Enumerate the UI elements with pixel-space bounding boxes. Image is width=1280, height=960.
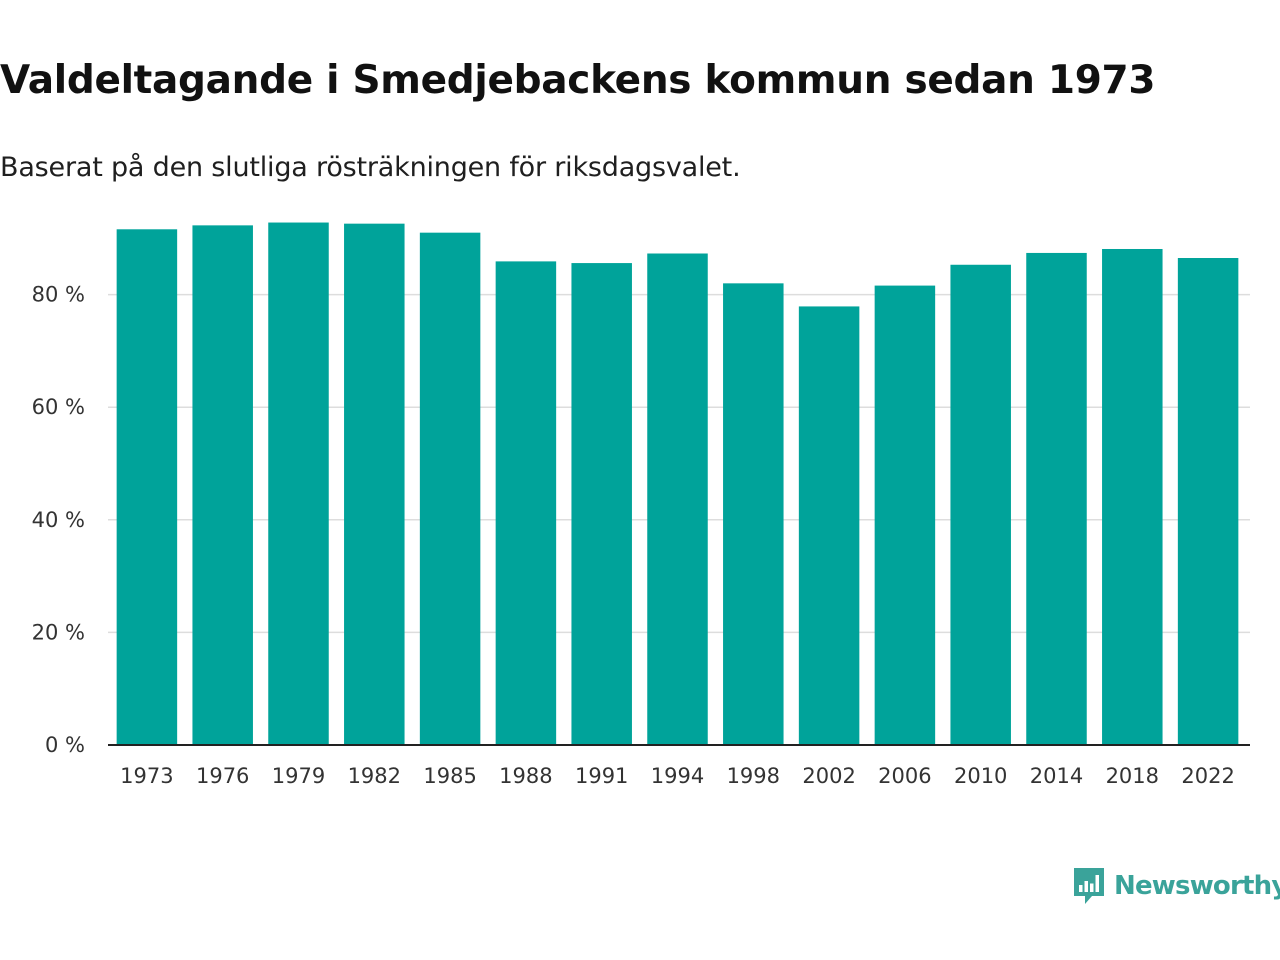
chart-title: Valdeltagande i Smedjebackens kommun sed… <box>0 58 1156 103</box>
bar-2014[interactable] <box>1026 252 1087 746</box>
bar-2002[interactable] <box>798 306 860 745</box>
chart-subtitle: Baserat på den slutliga rösträkningen fö… <box>0 152 741 183</box>
bar-1985[interactable] <box>419 232 481 746</box>
bars <box>116 222 1239 746</box>
bar-1998[interactable] <box>723 283 784 745</box>
axes: 0 % 20 % 40 % 60 % 80 % 1973 1976 1979 1982 1985 1… <box>32 283 1250 788</box>
x-tick-label: 1982 <box>348 764 401 788</box>
y-tick-label: 20 % <box>32 620 85 644</box>
newsworthy-logo: Newsworthy <box>1072 864 1280 908</box>
x-tick-label: 2010 <box>954 764 1007 788</box>
bar-1973[interactable] <box>116 229 178 746</box>
bar-1982[interactable] <box>344 223 405 746</box>
y-tick-label: 60 % <box>32 395 85 419</box>
x-tick-label: 1985 <box>423 764 476 788</box>
y-tick-label: 40 % <box>32 508 85 532</box>
bar-chart-logo-icon <box>1074 868 1104 904</box>
bar-2006[interactable] <box>874 285 936 745</box>
bar-2018[interactable] <box>1102 248 1163 745</box>
x-tick-label: 2022 <box>1181 764 1234 788</box>
y-tick-label: 80 % <box>32 283 85 307</box>
bar-1976[interactable] <box>192 225 253 745</box>
bar-1979[interactable] <box>268 222 329 745</box>
bar-1991[interactable] <box>571 263 632 745</box>
x-tick-label: 2014 <box>1030 764 1083 788</box>
bar-2010[interactable] <box>950 264 1011 745</box>
x-tick-label: 2018 <box>1106 764 1159 788</box>
x-tick-label: 1979 <box>272 764 325 788</box>
bar-2022[interactable] <box>1177 258 1239 745</box>
x-tick-label: 1973 <box>120 764 173 788</box>
x-tick-label: 1991 <box>575 764 628 788</box>
x-tick-label: 1976 <box>196 764 249 788</box>
bar-1988[interactable] <box>495 261 557 745</box>
x-tick-label: 1988 <box>499 764 552 788</box>
y-tick-label: 0 % <box>45 733 85 757</box>
x-tick-label: 2006 <box>878 764 931 788</box>
x-tick-label: 2002 <box>802 764 855 788</box>
brand-name: Newsworthy <box>1114 871 1280 901</box>
x-tick-label: 1994 <box>651 764 704 788</box>
x-tick-label: 1998 <box>727 764 780 788</box>
bar-1994[interactable] <box>647 253 708 745</box>
